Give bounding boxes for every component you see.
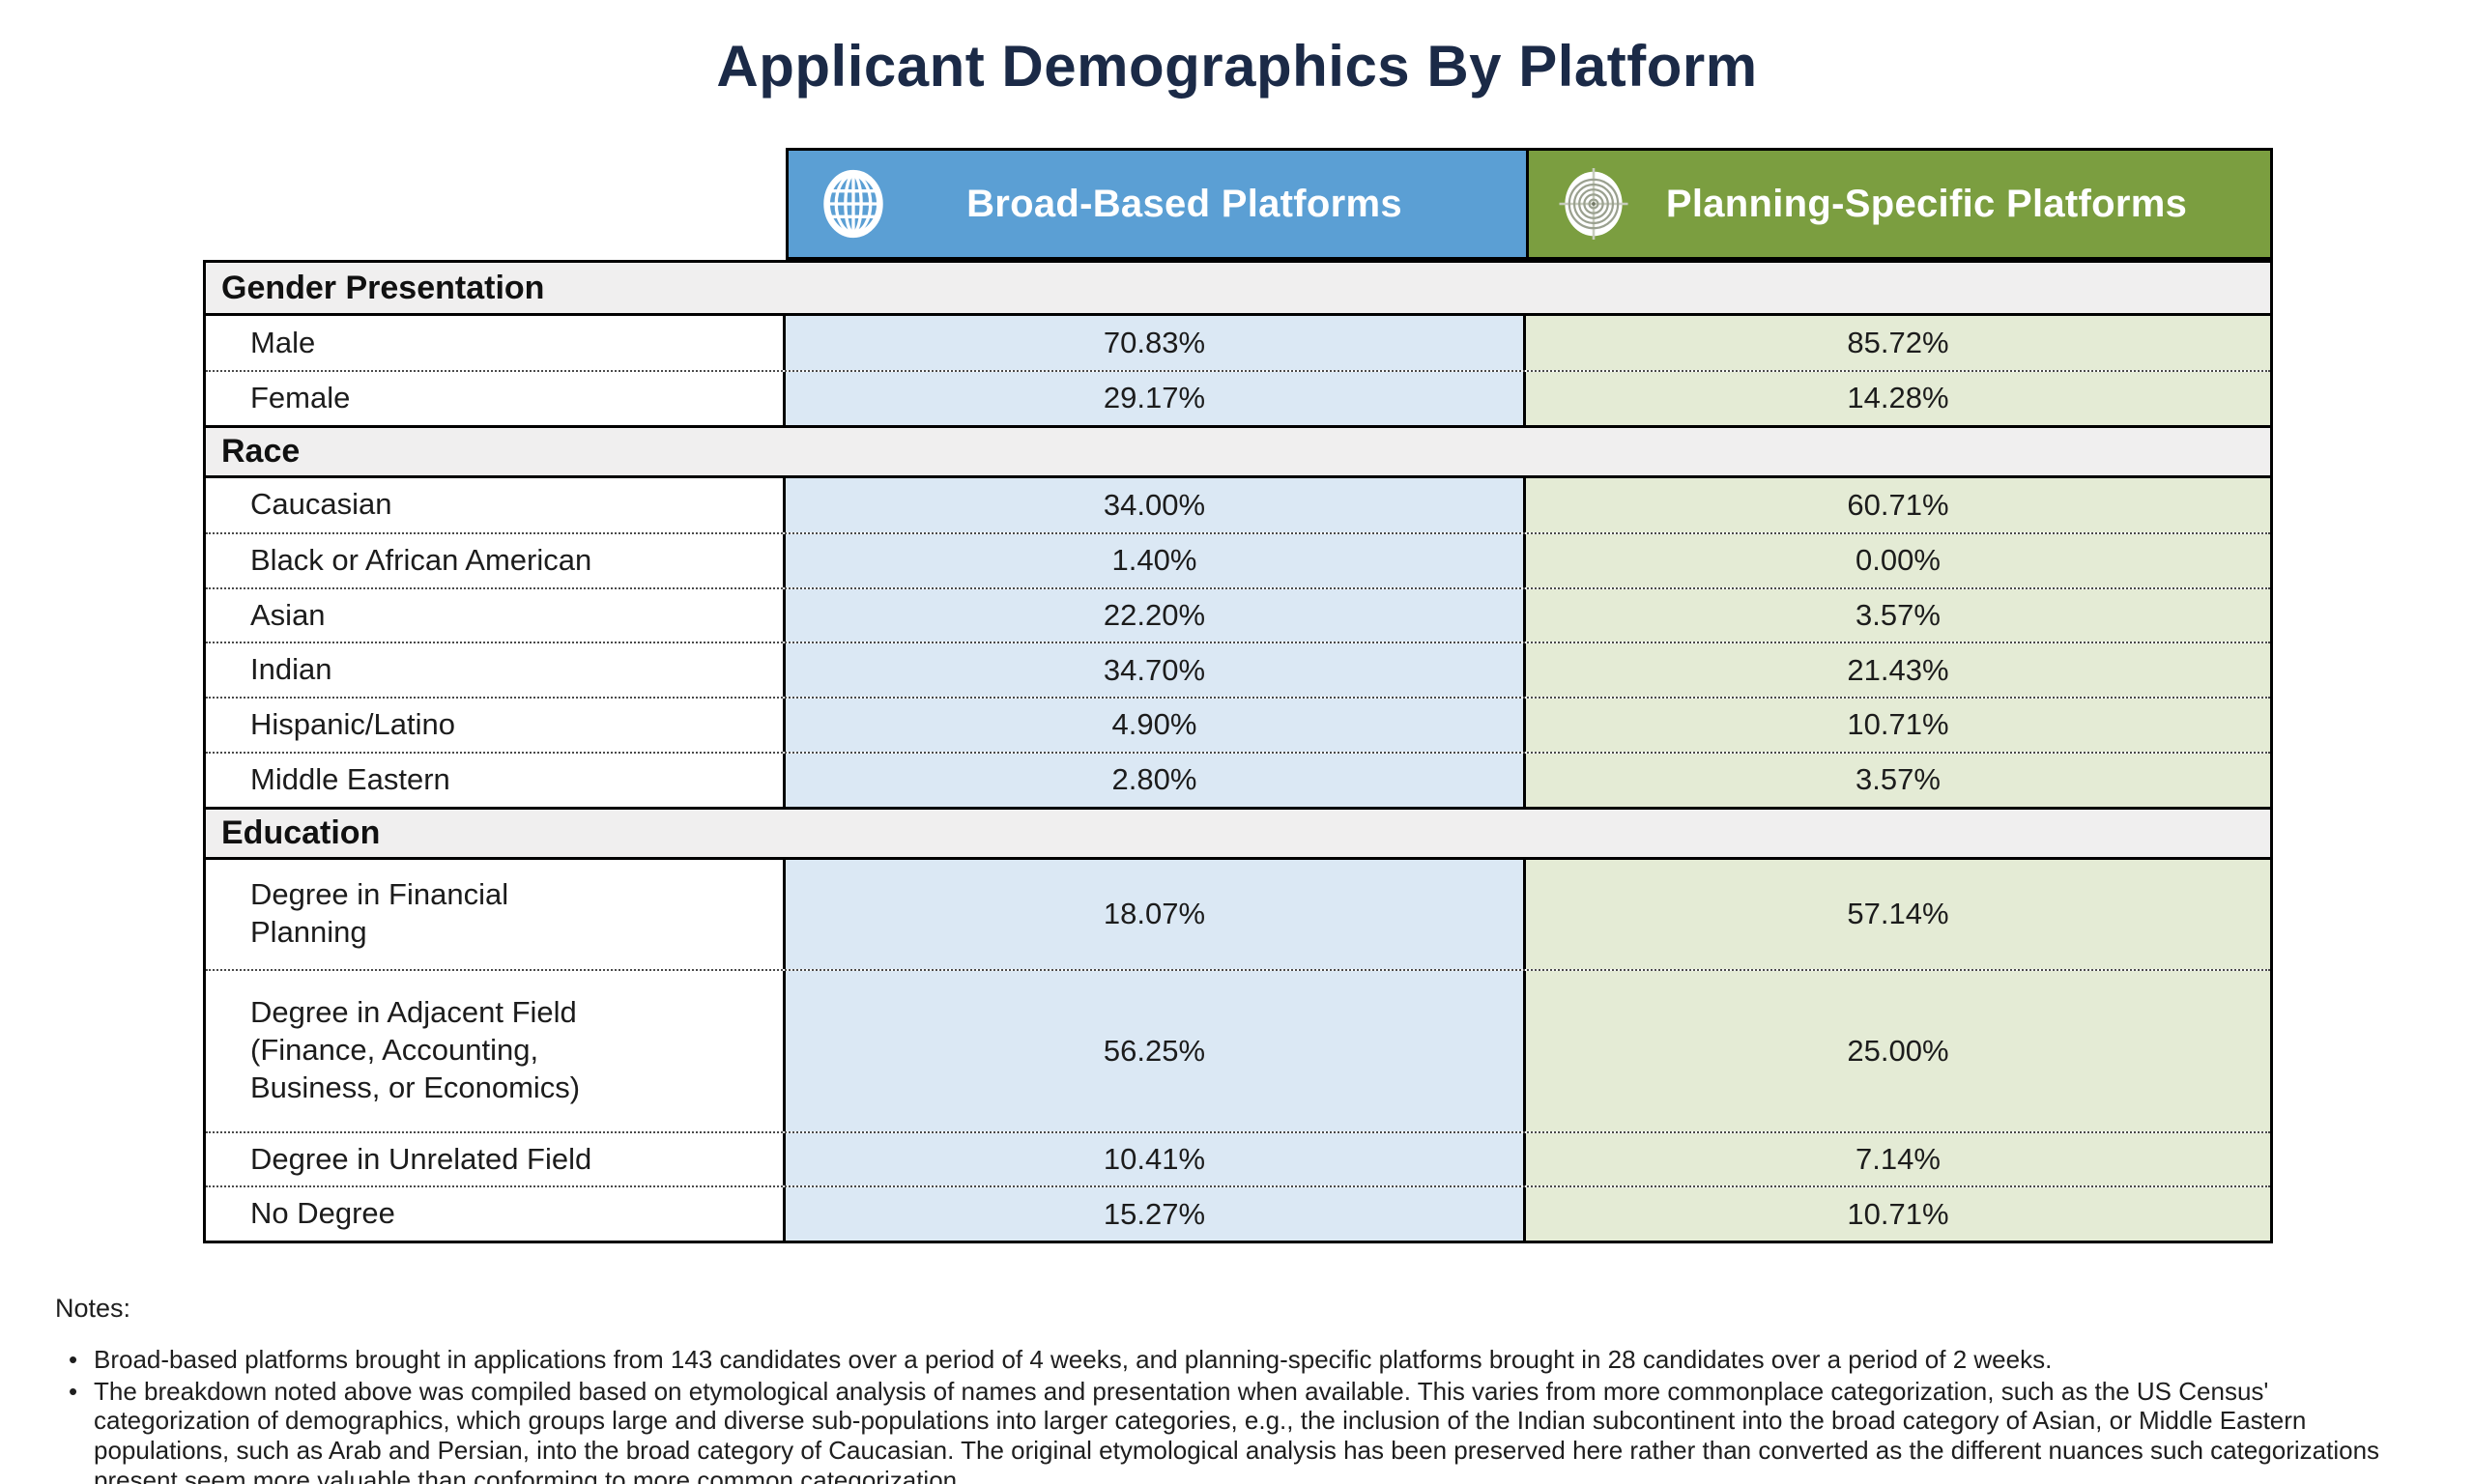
section-title: Education — [221, 813, 381, 851]
section-header-education: Education — [206, 806, 2270, 860]
broad-value: 70.83% — [786, 316, 1526, 370]
row-label: Middle Eastern — [206, 753, 786, 807]
planning-value: 21.43% — [1526, 643, 2270, 697]
header-spacer — [203, 148, 786, 260]
target-icon — [1559, 168, 1628, 240]
broad-value: 34.00% — [786, 477, 1526, 532]
row-label: Caucasian — [206, 477, 786, 532]
broad-value: 29.17% — [786, 372, 1526, 425]
row-label: Male — [206, 316, 786, 370]
section-title: Race — [221, 432, 301, 470]
planning-value: 60.71% — [1526, 477, 2270, 532]
planning-value: 3.57% — [1526, 753, 2270, 807]
broad-based-platforms-header: Broad-Based Platforms — [786, 148, 1526, 260]
planning-value: 10.71% — [1526, 1187, 2270, 1241]
planning-value: 3.57% — [1526, 588, 2270, 642]
table-row-caucasian: Caucasian 34.00% 60.71% — [206, 477, 2270, 532]
notes-heading: Notes: — [55, 1294, 131, 1323]
broad-value: 18.07% — [786, 859, 1526, 969]
planning-value: 25.00% — [1526, 970, 2270, 1131]
platform-header-row: Broad-Based Platforms Planning-Specific … — [203, 148, 2474, 260]
table-row-no-degree: No Degree 15.27% 10.71% — [206, 1185, 2270, 1241]
table-row-degree-financial-planning: Degree in Financial Planning 18.07% 57.1… — [206, 859, 2270, 969]
broad-value: 56.25% — [786, 970, 1526, 1131]
row-label: Hispanic/Latino — [206, 699, 786, 752]
row-label: Black or African American — [206, 533, 786, 587]
notes-list: Broad-based platforms brought in applica… — [55, 1345, 2435, 1484]
planning-value: 85.72% — [1526, 316, 2270, 370]
row-label: Female — [206, 372, 786, 425]
section-header-gender: Gender Presentation — [206, 263, 2270, 316]
table-row-hispanic-latino: Hispanic/Latino 4.90% 10.71% — [206, 697, 2270, 752]
row-label: Degree in Adjacent Field (Finance, Accou… — [206, 970, 786, 1131]
table-row-degree-adjacent-field: Degree in Adjacent Field (Finance, Accou… — [206, 968, 2270, 1131]
table-row-male: Male 70.83% 85.72% — [206, 316, 2270, 370]
row-label: Indian — [206, 643, 786, 697]
broad-value: 15.27% — [786, 1187, 1526, 1241]
section-header-race: Race — [206, 424, 2270, 478]
table-row-black-or-african-american: Black or African American 1.40% 0.00% — [206, 531, 2270, 587]
globe-icon — [823, 169, 883, 239]
section-title: Gender Presentation — [221, 269, 545, 306]
notes-block: Notes: Broad-based platforms brought in … — [55, 1294, 2435, 1484]
broad-value: 10.41% — [786, 1132, 1526, 1186]
broad-based-platforms-label: Broad-Based Platforms — [966, 182, 1402, 225]
row-label: Asian — [206, 588, 786, 642]
demographics-table: Gender Presentation Male 70.83% 85.72% F… — [203, 260, 2273, 1243]
row-label: No Degree — [206, 1187, 786, 1241]
planning-value: 10.71% — [1526, 699, 2270, 752]
broad-value: 22.20% — [786, 588, 1526, 642]
broad-value: 4.90% — [786, 699, 1526, 752]
planning-value: 7.14% — [1526, 1132, 2270, 1186]
table-row-female: Female 29.17% 14.28% — [206, 370, 2270, 425]
note-item: The breakdown noted above was compiled b… — [55, 1377, 2428, 1484]
row-label: Degree in Financial Planning — [206, 859, 786, 969]
planning-value: 0.00% — [1526, 533, 2270, 587]
planning-specific-platforms-label: Planning-Specific Platforms — [1665, 182, 2188, 225]
planning-value: 57.14% — [1526, 859, 2270, 969]
broad-value: 2.80% — [786, 753, 1526, 807]
broad-value: 1.40% — [786, 533, 1526, 587]
planning-specific-platforms-header: Planning-Specific Platforms — [1526, 148, 2273, 260]
page-title: Applicant Demographics By Platform — [716, 34, 1758, 99]
planning-value: 14.28% — [1526, 372, 2270, 425]
table-row-indian: Indian 34.70% 21.43% — [206, 642, 2270, 697]
note-item: Broad-based platforms brought in applica… — [55, 1345, 2428, 1375]
table-row-asian: Asian 22.20% 3.57% — [206, 586, 2270, 642]
table-row-degree-unrelated-field: Degree in Unrelated Field 10.41% 7.14% — [206, 1130, 2270, 1186]
row-label: Degree in Unrelated Field — [206, 1132, 786, 1186]
broad-value: 34.70% — [786, 643, 1526, 697]
table-row-middle-eastern: Middle Eastern 2.80% 3.57% — [206, 751, 2270, 807]
